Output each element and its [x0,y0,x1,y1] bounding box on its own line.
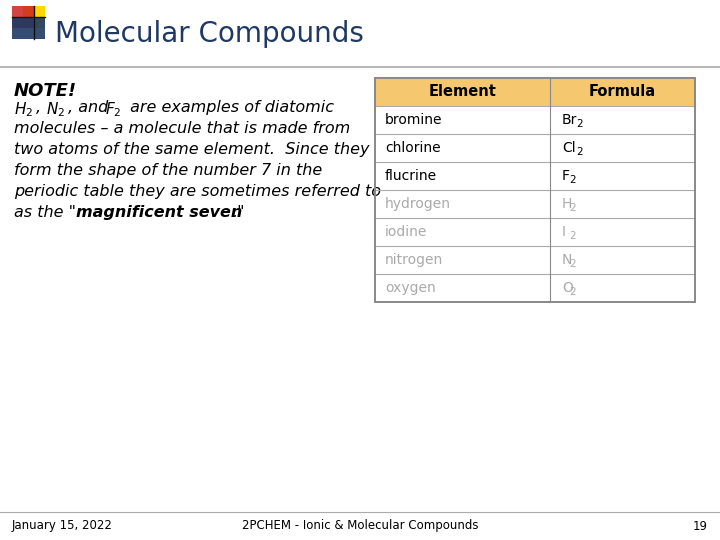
Text: O: O [562,281,573,295]
Text: I: I [562,225,566,239]
Text: 2: 2 [569,231,575,241]
Text: Formula: Formula [589,84,656,99]
Text: 2: 2 [576,119,582,129]
Text: flucrine: flucrine [385,169,437,183]
Text: N: N [562,253,572,267]
Text: ,: , [36,100,46,115]
Text: hydrogen: hydrogen [385,197,451,211]
Text: Element: Element [428,84,496,99]
Text: 19: 19 [693,519,708,532]
Text: $\mathit{N}_2$: $\mathit{N}_2$ [46,100,65,119]
Text: 2: 2 [576,147,582,157]
Text: 2: 2 [569,287,575,297]
Text: chlorine: chlorine [385,141,441,155]
Text: Br: Br [562,113,577,127]
Text: 2: 2 [569,259,575,269]
Text: form the shape of the number 7 in the: form the shape of the number 7 in the [14,163,323,178]
FancyBboxPatch shape [23,6,45,28]
Text: periodic table they are sometimes referred to: periodic table they are sometimes referr… [14,184,381,199]
Text: H: H [562,197,572,211]
FancyBboxPatch shape [12,6,34,28]
Text: oxygen: oxygen [385,281,436,295]
Text: F: F [562,169,570,183]
Text: molecules – a molecule that is made from: molecules – a molecule that is made from [14,121,350,136]
Text: , and: , and [68,100,113,115]
Text: Cl: Cl [562,141,575,155]
FancyBboxPatch shape [0,67,720,512]
Text: are examples of diatomic: are examples of diatomic [125,100,334,115]
Text: January 15, 2022: January 15, 2022 [12,519,113,532]
Text: Molecular Compounds: Molecular Compounds [55,20,364,48]
FancyBboxPatch shape [0,512,720,540]
FancyBboxPatch shape [375,78,695,106]
Text: as the ": as the " [14,205,76,220]
Text: nitrogen: nitrogen [385,253,444,267]
Text: $\mathit{F}_2$: $\mathit{F}_2$ [105,100,122,119]
Text: bromine: bromine [385,113,443,127]
FancyBboxPatch shape [0,0,720,67]
Text: iodine: iodine [385,225,428,239]
FancyBboxPatch shape [375,106,695,302]
Text: 2: 2 [569,175,575,185]
Text: .": ." [232,205,245,220]
Text: 2: 2 [569,203,575,213]
Text: magnificent seven: magnificent seven [76,205,242,220]
FancyBboxPatch shape [12,17,45,39]
Text: 2PCHEM - Ionic & Molecular Compounds: 2PCHEM - Ionic & Molecular Compounds [242,519,478,532]
Text: two atoms of the same element.  Since they: two atoms of the same element. Since the… [14,142,369,157]
Text: NOTE!: NOTE! [14,82,77,100]
Text: $\mathit{H}_2$: $\mathit{H}_2$ [14,100,33,119]
